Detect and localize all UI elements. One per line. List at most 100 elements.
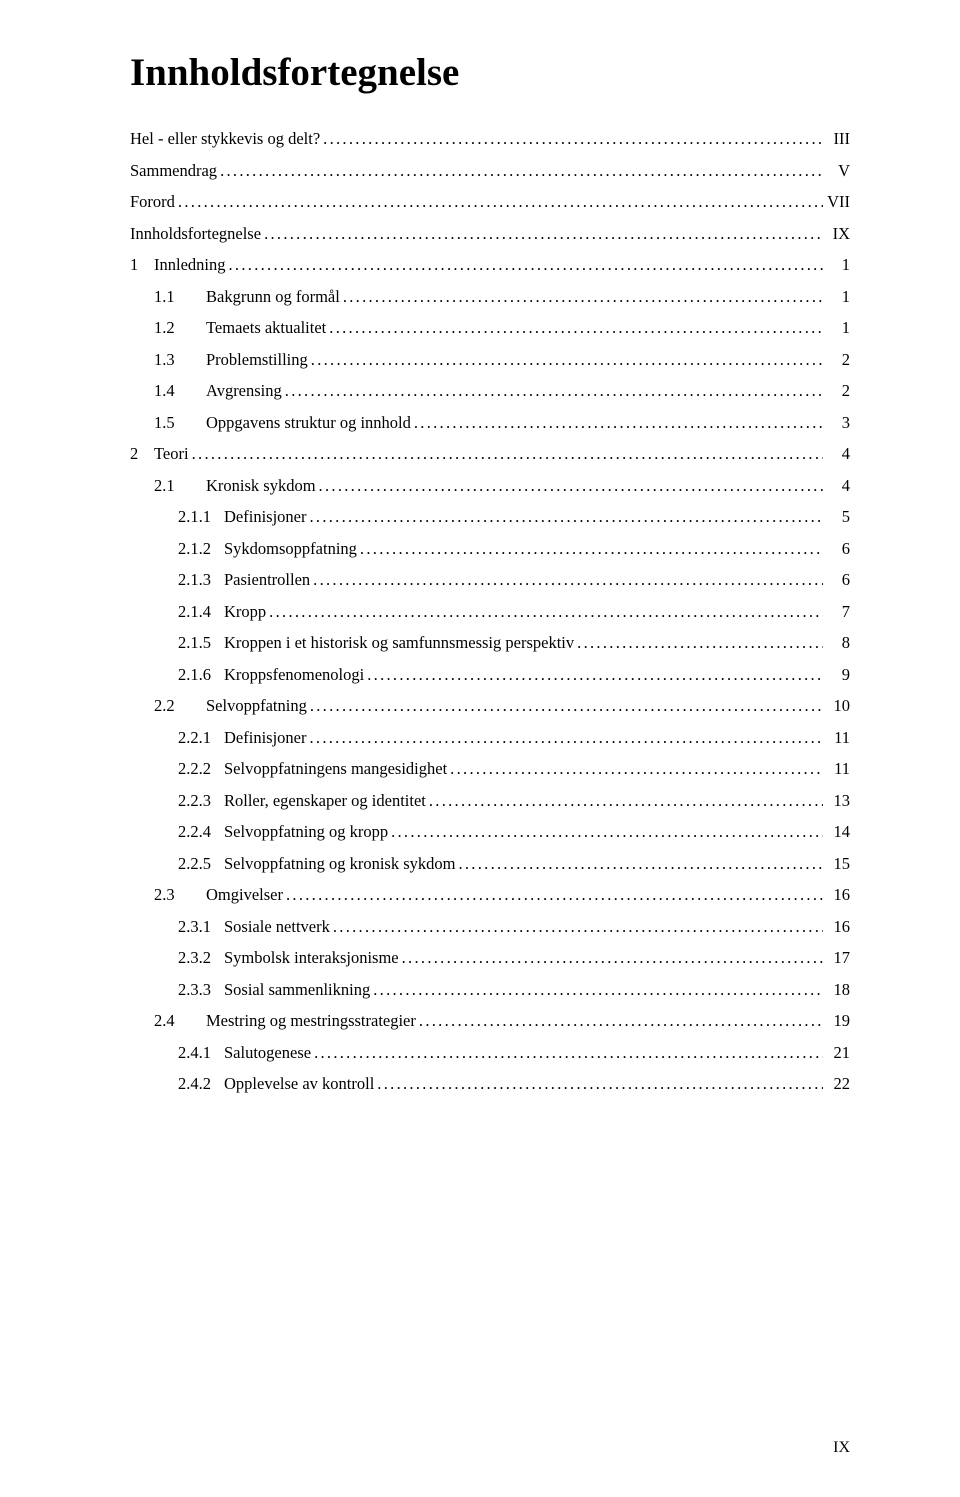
toc-entry-number: 2.1.1 bbox=[178, 507, 224, 527]
toc-entry-page: 11 bbox=[826, 759, 850, 779]
toc-entry-page: 3 bbox=[826, 413, 850, 433]
toc-entry-label: Oppgavens struktur og innhold bbox=[206, 413, 411, 433]
toc-entry-number: 2.4.1 bbox=[178, 1043, 224, 1063]
toc-entry-label: Temaets aktualitet bbox=[206, 318, 326, 338]
toc-entry-page: 16 bbox=[826, 917, 850, 937]
table-of-contents: Hel - eller stykkevis og delt?III Sammend… bbox=[130, 129, 850, 1094]
toc-leader bbox=[360, 539, 823, 559]
toc-entry-number: 1.3 bbox=[154, 350, 206, 370]
toc-entry-label: Avgrensing bbox=[206, 381, 282, 401]
toc-leader bbox=[373, 980, 823, 1000]
toc-entry: 1.2Temaets aktualitet1 bbox=[154, 318, 850, 338]
toc-entry: 2.4.1Salutogenese21 bbox=[178, 1043, 850, 1063]
toc-entry-label: Kropp bbox=[224, 602, 266, 622]
toc-entry-label: Problemstilling bbox=[206, 350, 308, 370]
toc-entry: 2.1.1Definisjoner5 bbox=[178, 507, 850, 527]
toc-entry-page: 13 bbox=[826, 791, 850, 811]
toc-entry-number: 2.2.4 bbox=[178, 822, 224, 842]
toc-entry: 2Teori4 bbox=[130, 444, 850, 464]
toc-entry-label: Kronisk sykdom bbox=[206, 476, 316, 496]
toc-leader bbox=[314, 1043, 823, 1063]
toc-entry: Hel - eller stykkevis og delt?III bbox=[130, 129, 850, 149]
toc-leader bbox=[329, 318, 823, 338]
toc-entry: 1.3Problemstilling 2 bbox=[154, 350, 850, 370]
toc-entry: 2.2.2Selvoppfatningens mangesidighet11 bbox=[178, 759, 850, 779]
toc-leader bbox=[367, 665, 823, 685]
toc-entry-number: 1.2 bbox=[154, 318, 206, 338]
toc-entry-number: 1.1 bbox=[154, 287, 206, 307]
toc-entry-page: 22 bbox=[826, 1074, 850, 1094]
toc-entry-page: 8 bbox=[826, 633, 850, 653]
toc-entry-page: 2 bbox=[826, 381, 850, 401]
toc-entry: 2.2.1Definisjoner11 bbox=[178, 728, 850, 748]
toc-entry-page: V bbox=[826, 161, 850, 181]
toc-entry-label: Kroppen i et historisk og samfunnsmessig… bbox=[224, 633, 574, 653]
toc-entry: 2.1.2Sykdomsoppfatning6 bbox=[178, 539, 850, 559]
toc-entry: Sammendrag V bbox=[130, 161, 850, 181]
toc-entry-page: 11 bbox=[826, 728, 850, 748]
toc-leader bbox=[458, 854, 823, 874]
toc-entry: 2.3.2Symbolsk interaksjonisme17 bbox=[178, 948, 850, 968]
toc-entry: 2.2.4Selvoppfatning og kropp14 bbox=[178, 822, 850, 842]
toc-entry-page: VII bbox=[826, 192, 850, 212]
toc-leader bbox=[414, 413, 823, 433]
toc-entry-number: 2.4.2 bbox=[178, 1074, 224, 1094]
toc-entry: 2.1Kronisk sykdom4 bbox=[154, 476, 850, 496]
toc-entry-label: Innholdsfortegnelse bbox=[130, 224, 261, 244]
toc-entry-label: Selvoppfatningens mangesidighet bbox=[224, 759, 447, 779]
toc-entry-number: 2.2.3 bbox=[178, 791, 224, 811]
toc-entry-label: Bakgrunn og formål bbox=[206, 287, 340, 307]
toc-leader bbox=[319, 476, 823, 496]
toc-leader bbox=[333, 917, 823, 937]
toc-entry-label: Pasientrollen bbox=[224, 570, 310, 590]
toc-entry-page: 14 bbox=[826, 822, 850, 842]
toc-leader bbox=[323, 129, 823, 149]
toc-entry: 2.3.3Sosial sammenlikning18 bbox=[178, 980, 850, 1000]
toc-leader bbox=[577, 633, 823, 653]
toc-entry-label: Innledning bbox=[154, 255, 226, 275]
toc-entry-number: 2.4 bbox=[154, 1011, 206, 1031]
toc-entry-number: 1 bbox=[130, 255, 154, 275]
toc-leader bbox=[229, 255, 824, 275]
toc-entry: 2.1.6Kroppsfenomenologi9 bbox=[178, 665, 850, 685]
toc-entry-page: IX bbox=[826, 224, 850, 244]
toc-entry-number: 2.2.5 bbox=[178, 854, 224, 874]
toc-leader bbox=[264, 224, 823, 244]
toc-entry-number: 2.3.1 bbox=[178, 917, 224, 937]
toc-leader bbox=[309, 507, 823, 527]
toc-entry-number: 1.5 bbox=[154, 413, 206, 433]
toc-entry-page: 7 bbox=[826, 602, 850, 622]
toc-leader bbox=[178, 192, 823, 212]
toc-leader bbox=[377, 1074, 823, 1094]
toc-entry-label: Sammendrag bbox=[130, 161, 217, 181]
toc-leader bbox=[285, 381, 823, 401]
toc-entry-number: 2 bbox=[130, 444, 154, 464]
toc-entry-page: 2 bbox=[826, 350, 850, 370]
toc-entry: 1.5Oppgavens struktur og innhold 3 bbox=[154, 413, 850, 433]
toc-entry: 2.1.5Kroppen i et historisk og samfunnsm… bbox=[178, 633, 850, 653]
toc-entry-label: Definisjoner bbox=[224, 728, 306, 748]
toc-leader bbox=[402, 948, 823, 968]
toc-entry-number: 2.1.2 bbox=[178, 539, 224, 559]
toc-entry-label: Hel - eller stykkevis og delt? bbox=[130, 129, 320, 149]
page-number: IX bbox=[833, 1439, 850, 1457]
toc-entry-page: 10 bbox=[826, 696, 850, 716]
toc-entry-label: Sykdomsoppfatning bbox=[224, 539, 357, 559]
toc-entry: 2.4.2Opplevelse av kontroll 22 bbox=[178, 1074, 850, 1094]
toc-entry-label: Roller, egenskaper og identitet bbox=[224, 791, 426, 811]
toc-entry-label: Kroppsfenomenologi bbox=[224, 665, 364, 685]
toc-entry: 2.3Omgivelser16 bbox=[154, 885, 850, 905]
toc-leader bbox=[192, 444, 823, 464]
toc-entry-label: Opplevelse av kontroll bbox=[224, 1074, 374, 1094]
toc-entry-number: 2.1.6 bbox=[178, 665, 224, 685]
toc-entry-page: 18 bbox=[826, 980, 850, 1000]
toc-entry: Innholdsfortegnelse IX bbox=[130, 224, 850, 244]
toc-leader bbox=[343, 287, 823, 307]
toc-entry-label: Symbolsk interaksjonisme bbox=[224, 948, 399, 968]
toc-entry-number: 2.1.4 bbox=[178, 602, 224, 622]
toc-leader bbox=[286, 885, 823, 905]
toc-entry-label: Mestring og mestringsstrategier bbox=[206, 1011, 416, 1031]
toc-entry-number: 2.1.3 bbox=[178, 570, 224, 590]
toc-entry-page: 16 bbox=[826, 885, 850, 905]
toc-entry: 2.3.1Sosiale nettverk16 bbox=[178, 917, 850, 937]
